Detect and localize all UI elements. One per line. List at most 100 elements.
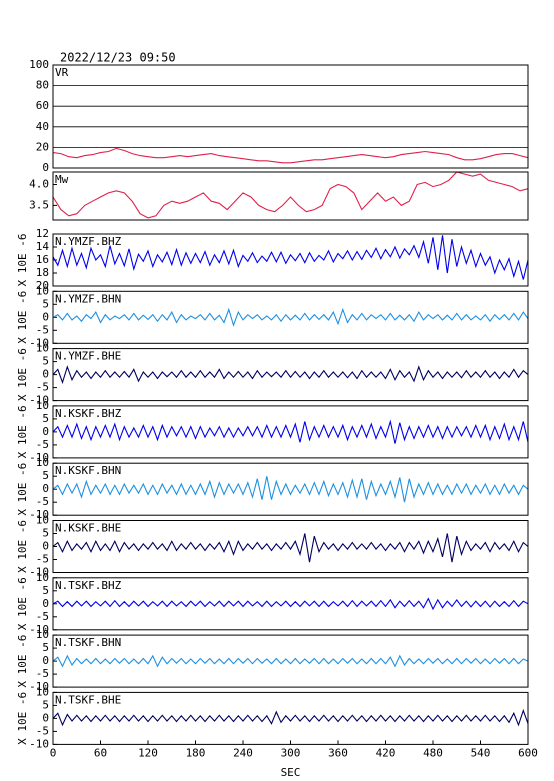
y-axis-label: X 10E -6 — [16, 348, 29, 401]
y-tick-label: 5 — [42, 355, 49, 368]
panel-label: N.YMZF.BHE — [55, 350, 121, 363]
y-tick-label: 100 — [29, 58, 49, 71]
y-tick-label: 0 — [42, 425, 49, 438]
y-tick-label: 0 — [42, 482, 49, 495]
y-tick-label: -5 — [36, 667, 49, 680]
x-tick-label: 0 — [50, 746, 57, 759]
x-tick-label: 300 — [281, 746, 301, 759]
panel-frame — [52, 462, 529, 516]
panel-label: N.TSKF.BHN — [55, 636, 121, 649]
y-tick-label: -10 — [29, 508, 49, 521]
y-tick-label: 10 — [36, 514, 49, 527]
y-tick-label: 5 — [42, 297, 49, 310]
y-tick-label: 10 — [36, 342, 49, 355]
y-tick-label: 0 — [42, 368, 49, 381]
y-axis-label: X 10E -6 — [16, 463, 29, 516]
panel-label: N.YMZF.BHN — [55, 292, 121, 305]
trace — [52, 171, 529, 219]
panel-label: N.KSKF.BHE — [55, 522, 121, 535]
panel-frame — [52, 405, 529, 459]
y-tick-label: -5 — [36, 495, 49, 508]
panel-frame — [52, 233, 529, 287]
y-tick-label: 5 — [42, 584, 49, 597]
panel-label: N.KSKF.BHZ — [55, 407, 122, 420]
panel-label: N.YMZF.BHZ — [55, 235, 122, 248]
y-tick-label: 10 — [36, 685, 49, 698]
y-tick-label: -5 — [36, 610, 49, 623]
trace — [52, 597, 529, 611]
y-axis-label: X 10E -6 — [16, 405, 29, 458]
trace — [52, 708, 529, 727]
y-tick-label: 18 — [36, 266, 49, 279]
y-tick-label: 60 — [36, 99, 49, 112]
y-tick-label: 10 — [36, 399, 49, 412]
y-tick-label: 10 — [36, 628, 49, 641]
x-tick-label: 180 — [186, 746, 206, 759]
y-tick-label: 12 — [36, 227, 49, 240]
panel-frame — [52, 577, 529, 631]
y-axis-label: X 10E -6 — [16, 635, 29, 688]
trace — [52, 235, 529, 280]
y-tick-label: 14 — [36, 240, 50, 253]
y-tick-label: 0 — [42, 310, 49, 323]
y-axis-label: X 10E -6 — [16, 520, 29, 573]
trace — [52, 419, 529, 444]
panel-frame — [52, 171, 529, 221]
y-axis-label: X 10E -6 — [16, 291, 29, 344]
panel-label: N.TSKF.BHE — [55, 693, 121, 706]
trace — [52, 307, 529, 327]
y-tick-label: -10 — [29, 394, 49, 407]
y-tick-label: -5 — [36, 724, 49, 737]
y-tick-label: -10 — [29, 623, 49, 636]
x-tick-label: 360 — [328, 746, 348, 759]
panel-frame — [52, 520, 529, 573]
panel-frame — [52, 691, 529, 745]
trace — [52, 654, 529, 668]
panel-frame — [52, 64, 529, 169]
x-tick-label: 120 — [138, 746, 158, 759]
panel-frame — [52, 634, 529, 688]
y-tick-label: -5 — [36, 381, 49, 394]
x-tick-label: 600 — [518, 746, 538, 759]
x-tick-label: 540 — [471, 746, 491, 759]
y-axis-label: X 10E -6 — [16, 234, 29, 287]
y-tick-label: 16 — [36, 253, 49, 266]
panel-frame — [52, 348, 529, 402]
y-tick-label: -10 — [29, 451, 49, 464]
y-tick-label: 0 — [42, 161, 49, 174]
y-axis-label: X 10E -6 — [16, 692, 29, 745]
y-tick-label: 5 — [42, 641, 49, 654]
trace — [52, 365, 529, 385]
panel-label: N.KSKF.BHN — [55, 464, 121, 477]
trace — [52, 476, 529, 503]
y-tick-label: 10 — [36, 571, 49, 584]
y-axis-label: X 10E -6 — [16, 577, 29, 630]
trace — [52, 147, 529, 164]
x-tick-label: 60 — [94, 746, 107, 759]
y-tick-label: -5 — [36, 438, 49, 451]
y-tick-label: -10 — [29, 680, 49, 693]
y-tick-label: -10 — [29, 566, 49, 579]
chart-title: 2022/12/23 09:50 — [60, 51, 176, 65]
panel-label: Mw — [55, 173, 69, 186]
panel-label: VR — [55, 66, 69, 79]
y-tick-label: 40 — [36, 120, 49, 133]
y-tick-label: 4.0 — [29, 178, 49, 191]
y-tick-label: 10 — [36, 456, 49, 469]
y-tick-label: 80 — [36, 79, 49, 92]
y-tick-label: 5 — [42, 412, 49, 425]
y-tick-label: 20 — [36, 279, 49, 292]
y-tick-label: -5 — [36, 323, 49, 336]
y-tick-label: 0 — [42, 654, 49, 667]
y-tick-label: -10 — [29, 336, 49, 349]
y-tick-label: -5 — [36, 553, 49, 566]
panel-frame — [52, 290, 529, 344]
y-tick-label: 20 — [36, 140, 49, 153]
y-tick-label: 5 — [42, 527, 49, 540]
y-tick-label: 0 — [42, 540, 49, 553]
x-tick-label: 240 — [233, 746, 253, 759]
x-tick-label: 420 — [376, 746, 396, 759]
x-tick-label: 480 — [423, 746, 443, 759]
y-tick-label: 0 — [42, 711, 49, 724]
